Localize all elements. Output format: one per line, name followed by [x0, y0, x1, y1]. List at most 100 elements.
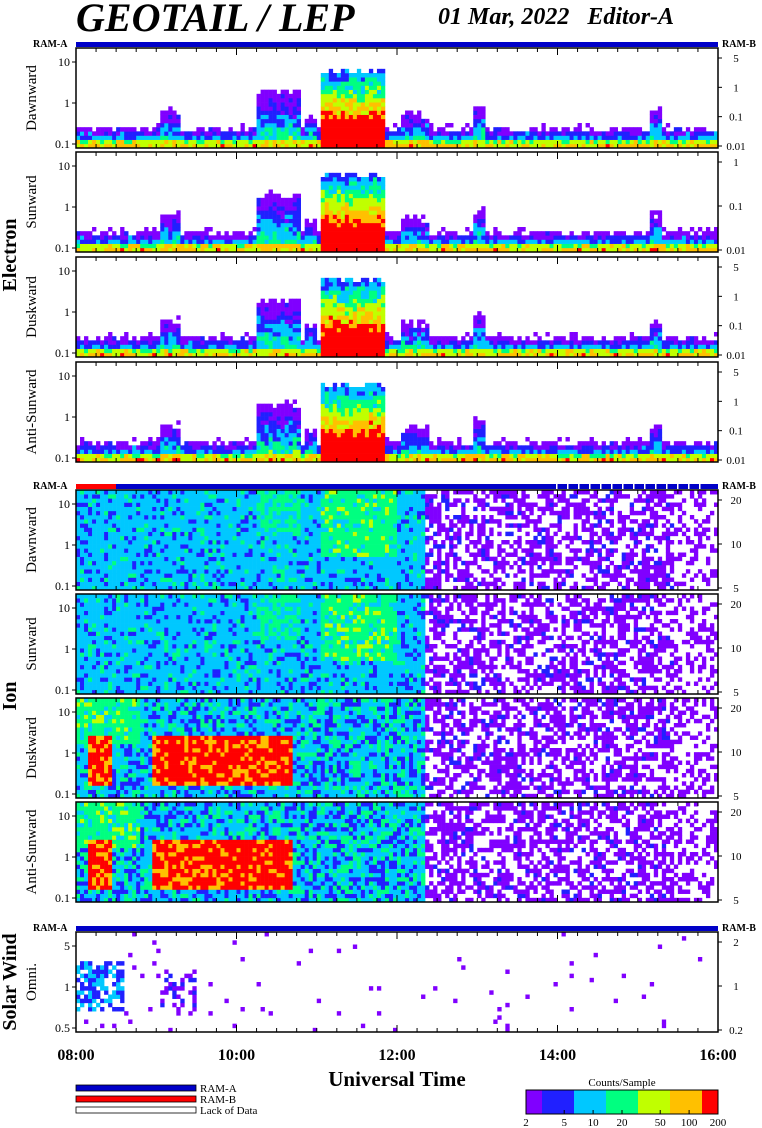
spectrogram-cell [276, 135, 281, 140]
spectrogram-cell [693, 340, 699, 345]
spectrogram-cell [292, 319, 297, 324]
spectrogram-cell [268, 298, 273, 304]
spectrogram-cell [204, 441, 209, 446]
spectrogram-cell [104, 445, 109, 450]
spectrogram-cell [76, 449, 81, 454]
spectrogram-cell [701, 336, 707, 341]
spectrogram-cell [689, 336, 695, 341]
spectrogram-cell [272, 131, 277, 136]
spectrogram-cell [529, 344, 534, 349]
spectrogram-cell [457, 247, 462, 253]
y-tick-label-right: 0.1 [729, 321, 743, 333]
spectrogram-cell [364, 336, 370, 341]
spectrogram-cell [453, 340, 458, 345]
spectrogram-cell [364, 395, 370, 400]
spectrogram-cell [168, 327, 173, 333]
spectrogram-cell [477, 118, 482, 124]
spectrogram-cell [437, 239, 442, 244]
spectrogram-cell [481, 139, 486, 145]
spectrogram-cell [212, 441, 217, 446]
spectrogram-cell [685, 135, 691, 140]
spectrogram-cell [256, 432, 261, 438]
spectrogram-cell [477, 214, 482, 219]
spectrogram-cell [477, 227, 482, 232]
spectrogram-cell [216, 437, 221, 442]
spectrogram-cell [665, 352, 671, 358]
spectrogram-cell [653, 336, 659, 341]
spectrogram-cell [320, 106, 326, 111]
spectrogram-cell [481, 420, 486, 425]
spectrogram-cell [360, 135, 366, 140]
spectrogram-cell [356, 319, 362, 324]
spectrogram-cell [296, 227, 301, 232]
spectrogram-cell [184, 445, 189, 450]
spectrogram-cell [248, 127, 253, 132]
spectrogram-cell [573, 135, 578, 140]
spectrogram-cell [340, 131, 346, 136]
spectrogram-cell [332, 197, 338, 203]
spectrogram-cell [425, 428, 430, 434]
spectrogram-cell [116, 344, 121, 349]
spectrogram-cell [352, 315, 358, 320]
spectrogram-cell [320, 185, 326, 190]
spectrogram-cell [405, 327, 410, 333]
spectrogram-cell [352, 348, 358, 354]
spectrogram-cell [473, 123, 478, 128]
spectrogram-cell [120, 135, 125, 140]
spectrogram-cell [481, 235, 486, 240]
spectrogram-cell [356, 327, 362, 333]
spectrogram-cell [356, 399, 362, 404]
spectrogram-cell [625, 445, 631, 450]
ram-mode-bar: RAM-A RAM-B [33, 923, 756, 934]
spectrogram-cell [469, 247, 474, 253]
spectrogram-cell [308, 231, 314, 236]
spectrogram-cell [112, 336, 117, 341]
spectrogram-cell [180, 143, 185, 149]
spectrogram-cell [284, 315, 289, 320]
spectrogram-cell [272, 135, 277, 140]
spectrogram-cell [240, 235, 245, 240]
spectrogram-cell [605, 243, 610, 249]
spectrogram-cell [613, 139, 618, 145]
spectrogram-cell [340, 193, 346, 199]
spectrogram-cell [481, 352, 486, 358]
spectrogram-cell [421, 118, 426, 124]
spectrogram-cell [449, 239, 454, 244]
spectrogram-cell [352, 185, 358, 190]
spectrogram-cell [328, 206, 334, 211]
y-tick-label-left: 0.1 [55, 346, 70, 360]
spectrogram-cell [637, 131, 643, 136]
spectrogram-cell [204, 453, 209, 459]
spectrogram-cell [368, 336, 374, 341]
spectrogram-cell [653, 352, 659, 358]
spectrogram-cell [380, 123, 386, 128]
spectrogram-cell [336, 298, 342, 304]
spectrogram-cell [701, 352, 707, 358]
spectrogram-cell [376, 412, 382, 417]
spectrogram-cell [332, 202, 338, 207]
spectrogram-cell [200, 445, 205, 450]
spectrogram-cell [461, 352, 466, 358]
spectrogram-cell [308, 332, 314, 337]
spectrogram-cell [276, 98, 281, 103]
spectrogram-cell [425, 247, 430, 253]
spectrogram-cell [364, 352, 370, 358]
spectrogram-cell [661, 449, 667, 454]
spectrogram-cell [493, 336, 498, 341]
spectrogram-cell [160, 336, 165, 341]
spectrogram-cell [477, 437, 482, 442]
spectrogram-cell [336, 403, 342, 409]
spectrogram-cell [276, 457, 281, 463]
spectrogram-cell [160, 118, 165, 124]
spectrogram-cell [256, 118, 261, 124]
spectrogram-cell [372, 106, 378, 111]
spectrogram-cell [372, 239, 378, 244]
spectrogram-cell [276, 247, 281, 253]
spectrogram-cell [368, 391, 374, 396]
spectrogram-cell [661, 457, 667, 463]
spectrogram-cell [501, 139, 506, 145]
spectrogram-cell [224, 239, 229, 244]
spectrogram-cell [657, 210, 663, 215]
spectrogram-cell [376, 432, 382, 438]
spectrogram-cell [256, 214, 261, 219]
